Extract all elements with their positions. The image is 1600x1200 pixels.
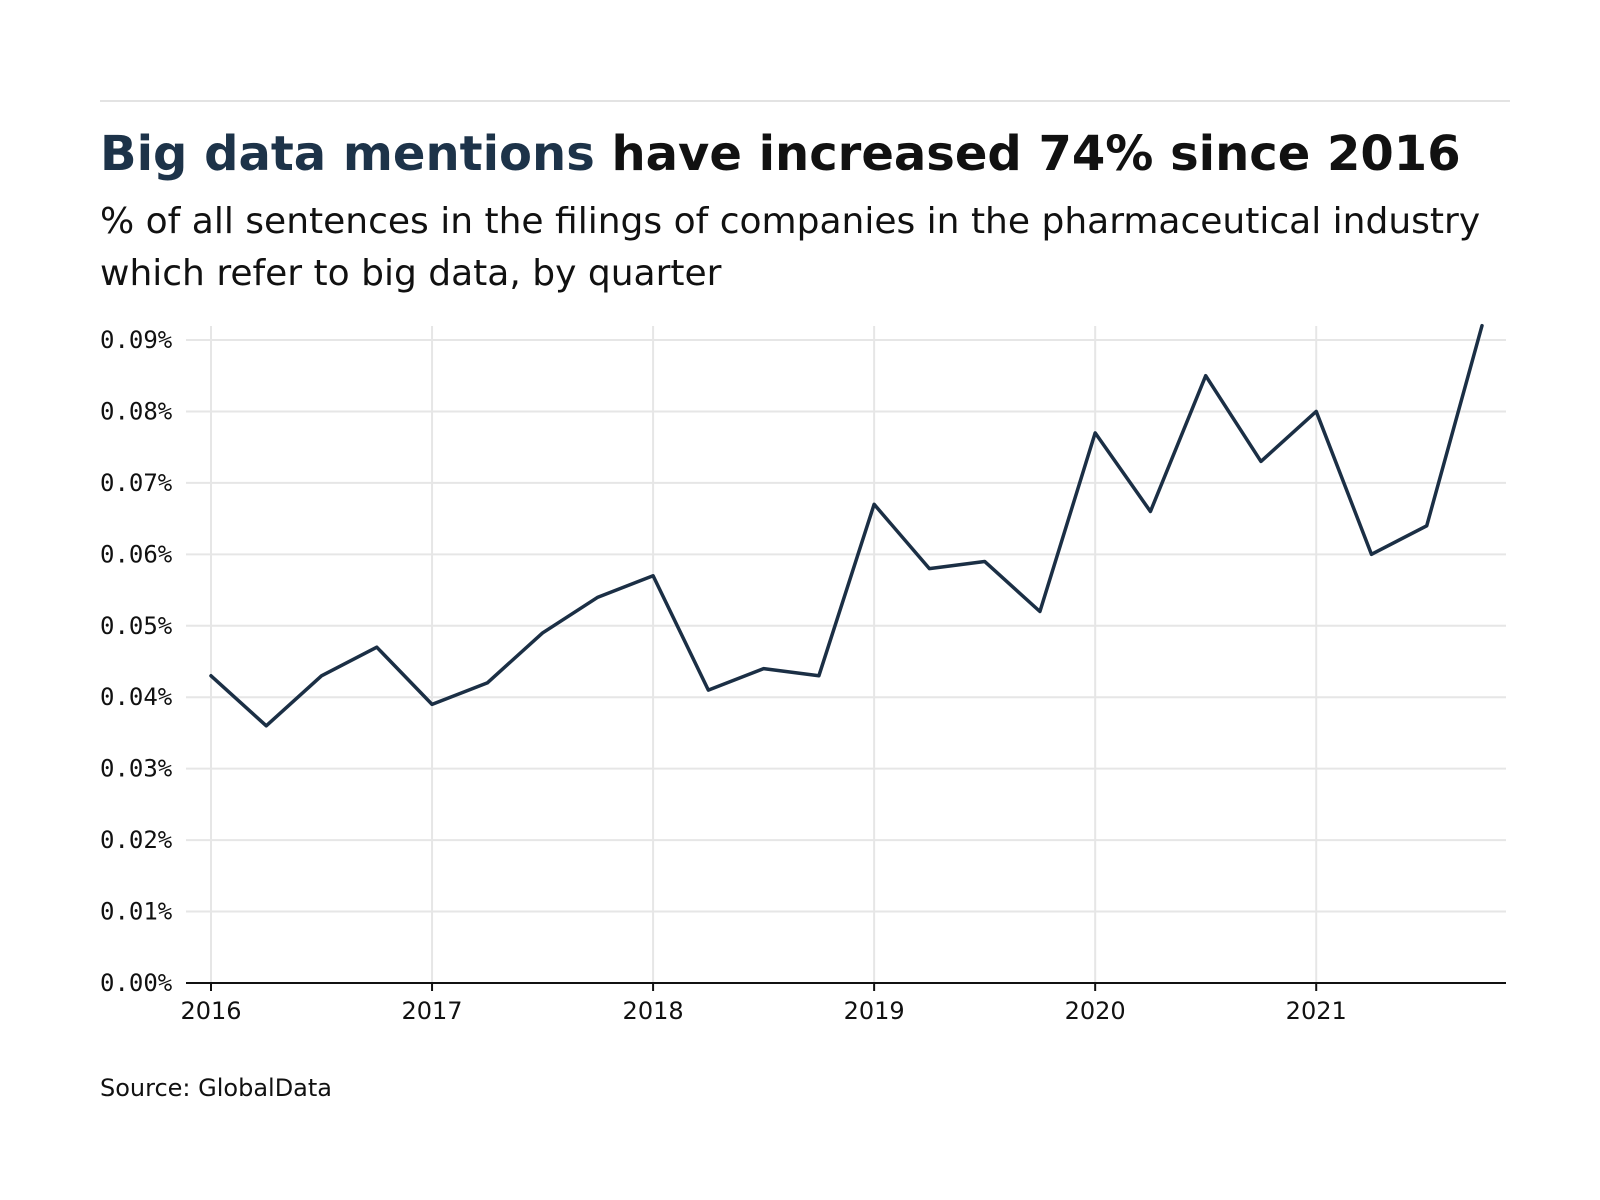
x-tick-label: 2016 [180,997,241,1025]
tick-label-layer: 0.00% 0.01% 0.02% 0.03% 0.04% 0.05% 0.06% 0.07%… [100,326,1347,1025]
y-tick-label: 0.02% [100,826,173,854]
y-tick-label: 0.07% [100,469,173,497]
x-tick-label: 2020 [1065,997,1126,1025]
y-tick-label: 0.00% [100,969,173,997]
y-tick-label: 0.04% [100,683,173,711]
top-divider [100,100,1510,102]
axis-layer [186,982,1506,991]
y-tick-label: 0.08% [100,397,173,425]
chart-subtitle: % of all sentences in the filings of com… [100,201,1481,294]
y-tick-label: 0.05% [100,612,173,640]
y-tick-label: 0.09% [100,326,173,354]
x-tick-label: 2021 [1286,997,1347,1025]
y-tick-label: 0.01% [100,898,173,926]
chart-title-rest: have increased 74% since 2016 [594,126,1461,182]
source-note: Source: GlobalData [100,1074,333,1102]
y-tick-label: 0.06% [100,540,173,568]
x-tick-label: 2018 [623,997,684,1025]
y-tick-label: 0.03% [100,755,173,783]
x-tick-label: 2017 [402,997,463,1025]
x-tick-label: 2019 [844,997,905,1025]
series-line [209,323,1484,728]
series-layer [209,323,1484,728]
grid-layer [186,326,1506,983]
chart-title: Big data mentions have increased 74% sin… [100,126,1461,182]
chart-title-accent: Big data mentions [100,126,595,182]
